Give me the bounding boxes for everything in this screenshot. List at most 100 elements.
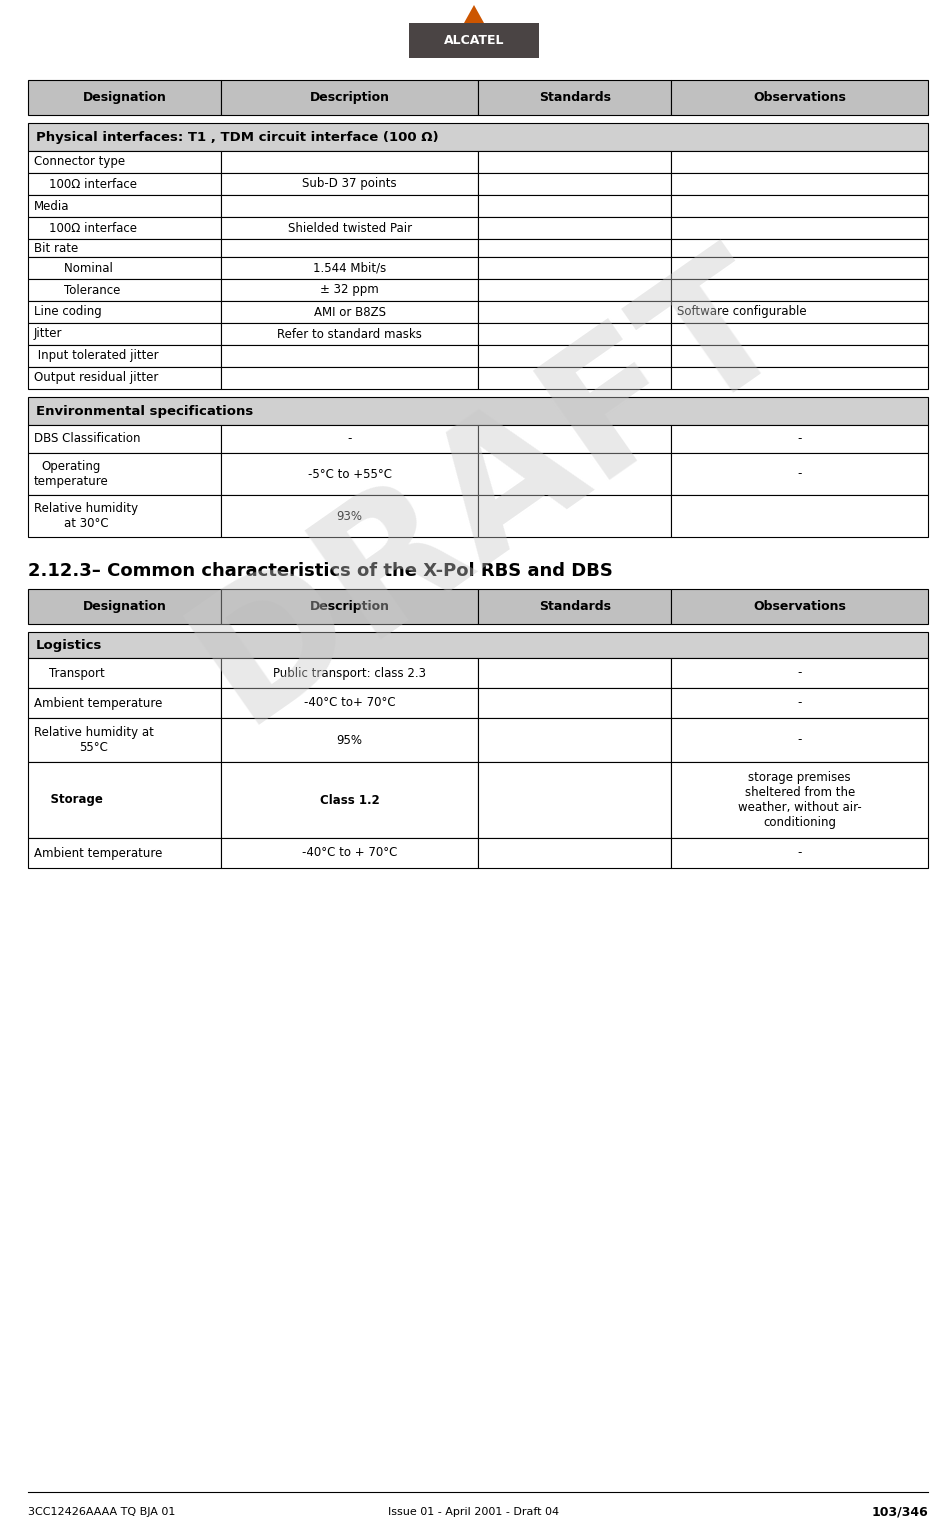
- Text: Observations: Observations: [754, 92, 847, 104]
- Text: AMI or B8ZS: AMI or B8ZS: [314, 305, 386, 319]
- Text: 3CC12426AAAA TQ BJA 01: 3CC12426AAAA TQ BJA 01: [28, 1507, 175, 1516]
- Text: Relative humidity at
55°C: Relative humidity at 55°C: [34, 725, 154, 754]
- Bar: [671, 454, 928, 495]
- Bar: [478, 217, 671, 240]
- Text: Public transport: class 2.3: Public transport: class 2.3: [273, 666, 427, 680]
- Bar: [28, 173, 222, 195]
- Bar: [478, 454, 671, 495]
- Bar: [478, 495, 671, 538]
- Bar: [478, 689, 671, 718]
- Text: Class 1.2: Class 1.2: [319, 794, 379, 806]
- Bar: [478, 658, 671, 689]
- Bar: [222, 79, 478, 115]
- Bar: [671, 838, 928, 867]
- Text: Jitter: Jitter: [34, 327, 63, 341]
- Text: ± 32 ppm: ± 32 ppm: [320, 284, 379, 296]
- Bar: [28, 257, 222, 279]
- Text: Ambient temperature: Ambient temperature: [34, 846, 162, 860]
- Bar: [222, 240, 478, 257]
- Bar: [28, 718, 222, 762]
- Text: -: -: [797, 733, 802, 747]
- Text: DRAFT: DRAFT: [163, 224, 817, 756]
- Bar: [222, 257, 478, 279]
- Bar: [28, 301, 222, 324]
- Bar: [28, 632, 928, 658]
- Text: -: -: [797, 846, 802, 860]
- Text: -40°C to+ 70°C: -40°C to+ 70°C: [304, 696, 395, 710]
- Text: Logistics: Logistics: [36, 638, 102, 652]
- Text: Operating
temperature: Operating temperature: [34, 460, 109, 489]
- Bar: [671, 425, 928, 454]
- Text: -: -: [797, 467, 802, 481]
- Bar: [222, 217, 478, 240]
- Bar: [28, 366, 222, 389]
- Bar: [222, 838, 478, 867]
- Text: Standards: Standards: [538, 92, 611, 104]
- Polygon shape: [464, 5, 484, 23]
- Bar: [671, 658, 928, 689]
- Text: Refer to standard masks: Refer to standard masks: [278, 327, 422, 341]
- Bar: [28, 151, 222, 173]
- Text: Media: Media: [34, 200, 69, 212]
- Bar: [222, 762, 478, 838]
- Bar: [28, 689, 222, 718]
- Bar: [478, 345, 671, 366]
- Text: Bit rate: Bit rate: [34, 241, 79, 255]
- Text: storage premises
sheltered from the
weather, without air-
conditioning: storage premises sheltered from the weat…: [738, 771, 862, 829]
- Text: Software configurable: Software configurable: [678, 305, 807, 319]
- Text: -5°C to +55°C: -5°C to +55°C: [308, 467, 392, 481]
- Text: -: -: [797, 696, 802, 710]
- Bar: [671, 689, 928, 718]
- Bar: [222, 195, 478, 217]
- Bar: [28, 397, 928, 425]
- Text: Shielded twisted Pair: Shielded twisted Pair: [287, 221, 411, 235]
- Bar: [222, 345, 478, 366]
- Bar: [478, 151, 671, 173]
- Text: Transport: Transport: [34, 666, 104, 680]
- Text: Issue 01 - April 2001 - Draft 04: Issue 01 - April 2001 - Draft 04: [389, 1507, 559, 1516]
- Bar: [478, 257, 671, 279]
- Bar: [478, 79, 671, 115]
- Text: Sub-D 37 points: Sub-D 37 points: [302, 177, 397, 191]
- Text: Designation: Designation: [82, 92, 167, 104]
- Text: Tolerance: Tolerance: [34, 284, 120, 296]
- Bar: [222, 173, 478, 195]
- Bar: [478, 366, 671, 389]
- Bar: [671, 762, 928, 838]
- Text: DBS Classification: DBS Classification: [34, 432, 140, 446]
- Text: Ambient temperature: Ambient temperature: [34, 696, 162, 710]
- Text: Input tolerated jitter: Input tolerated jitter: [34, 350, 158, 362]
- Bar: [28, 217, 222, 240]
- Bar: [478, 279, 671, 301]
- Bar: [222, 301, 478, 324]
- Bar: [28, 195, 222, 217]
- Bar: [478, 324, 671, 345]
- Bar: [478, 301, 671, 324]
- Text: 2.12.3– Common characteristics of the X-Pol RBS and DBS: 2.12.3– Common characteristics of the X-…: [28, 562, 612, 580]
- Bar: [222, 495, 478, 538]
- Bar: [28, 762, 222, 838]
- Text: Relative humidity
at 30°C: Relative humidity at 30°C: [34, 502, 138, 530]
- Text: Physical interfaces: T1 , TDM circuit interface (100 Ω): Physical interfaces: T1 , TDM circuit in…: [36, 130, 439, 144]
- Text: 100Ω interface: 100Ω interface: [34, 221, 137, 235]
- Text: Storage: Storage: [34, 794, 103, 806]
- Bar: [671, 345, 928, 366]
- Bar: [671, 279, 928, 301]
- Bar: [28, 589, 222, 625]
- Bar: [671, 324, 928, 345]
- Bar: [222, 689, 478, 718]
- Bar: [28, 425, 222, 454]
- Bar: [671, 79, 928, 115]
- Bar: [28, 324, 222, 345]
- Bar: [671, 240, 928, 257]
- Text: 1.544 Mbit/s: 1.544 Mbit/s: [313, 261, 387, 275]
- Bar: [28, 345, 222, 366]
- Text: Nominal: Nominal: [34, 261, 113, 275]
- Text: Connector type: Connector type: [34, 156, 125, 168]
- Bar: [671, 495, 928, 538]
- Text: -40°C to + 70°C: -40°C to + 70°C: [302, 846, 397, 860]
- Text: Line coding: Line coding: [34, 305, 101, 319]
- Text: Designation: Designation: [82, 600, 167, 612]
- Bar: [478, 718, 671, 762]
- Bar: [222, 151, 478, 173]
